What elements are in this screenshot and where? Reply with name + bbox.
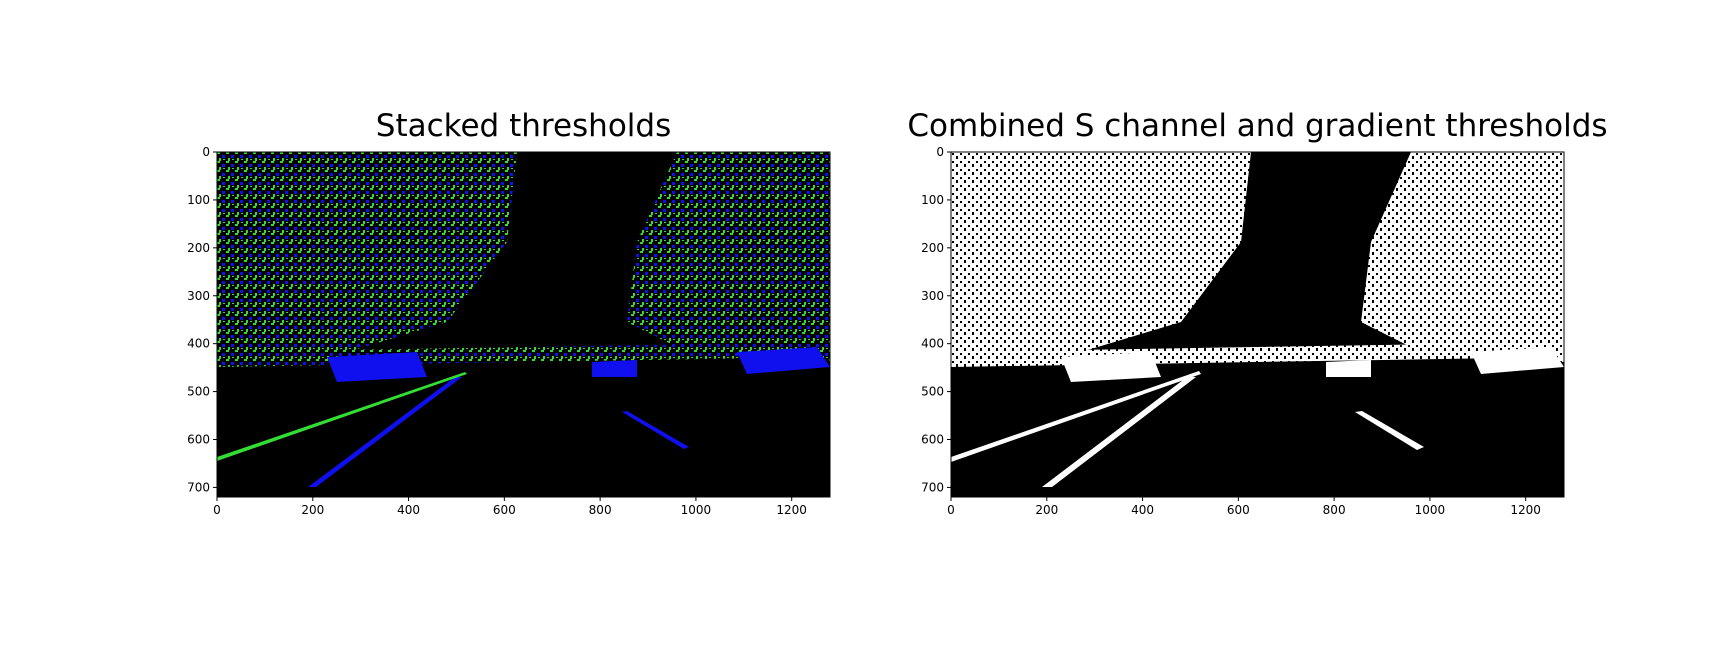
x-tick-label: 800	[589, 503, 612, 517]
axes-frame	[950, 151, 1565, 498]
y-tick-label: 100	[921, 193, 944, 207]
x-tick-label: 800	[1323, 503, 1346, 517]
x-tick-label: 1200	[776, 503, 807, 517]
y-tick-label: 700	[921, 480, 944, 494]
image-left	[217, 152, 830, 497]
y-tick-label: 200	[921, 241, 944, 255]
x-tick-label: 200	[1035, 503, 1058, 517]
y-tick-label: 400	[921, 337, 944, 351]
y-tick-label: 500	[921, 385, 944, 399]
y-tick-label: 300	[921, 289, 944, 303]
axes-frame	[216, 151, 831, 498]
image-right	[951, 152, 1564, 497]
x-tick-label: 400	[397, 503, 420, 517]
x-tick-label: 1200	[1510, 503, 1541, 517]
y-tick-label: 600	[187, 433, 210, 447]
x-tick-label: 600	[493, 503, 516, 517]
y-tick-label: 0	[936, 145, 944, 159]
x-tick-label: 1000	[681, 503, 712, 517]
x-tick-label: 0	[947, 503, 955, 517]
y-tick-label: 200	[187, 241, 210, 255]
x-tick-label: 600	[1227, 503, 1250, 517]
x-tick-label: 0	[213, 503, 221, 517]
x-tick-label: 200	[301, 503, 324, 517]
y-tick-label: 600	[921, 433, 944, 447]
x-tick-label: 1000	[1415, 503, 1446, 517]
chart-title: Combined S channel and gradient threshol…	[907, 108, 1607, 144]
y-tick-label: 400	[187, 337, 210, 351]
y-tick-label: 0	[202, 145, 210, 159]
y-tick-label: 500	[187, 385, 210, 399]
chart-title: Stacked thresholds	[376, 108, 671, 144]
x-tick-label: 400	[1131, 503, 1154, 517]
y-tick-label: 700	[187, 480, 210, 494]
y-tick-label: 100	[187, 193, 210, 207]
y-tick-label: 300	[187, 289, 210, 303]
